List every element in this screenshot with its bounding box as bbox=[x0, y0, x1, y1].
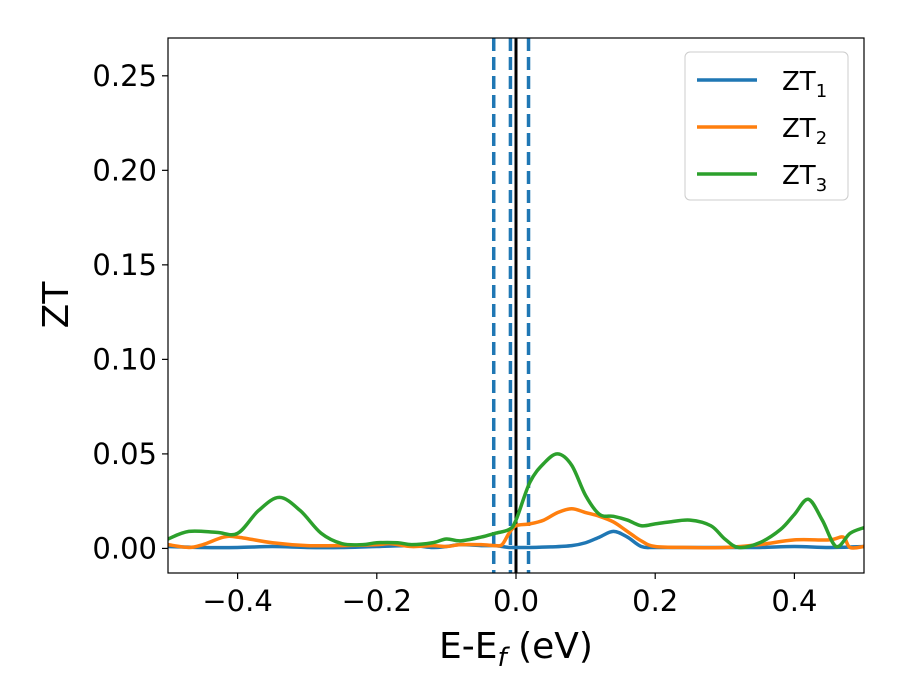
x-tick-label: 0.0 bbox=[493, 584, 539, 618]
x-axis-label: E-Ef (eV) bbox=[439, 626, 593, 673]
legend-label-zt3: ZT3 bbox=[782, 161, 827, 196]
legend-label-zt2: ZT2 bbox=[782, 114, 827, 149]
legend: ZT1 ZT2 ZT3 bbox=[684, 51, 849, 201]
x-axis-label-unit: (eV) bbox=[507, 626, 593, 667]
data-series bbox=[168, 452, 864, 550]
plot-area bbox=[167, 37, 865, 574]
x-tick-label: −0.4 bbox=[202, 584, 272, 618]
x-axis-ticks: −0.4 −0.2 0.0 0.2 0.4 bbox=[202, 573, 817, 618]
y-axis-label: ZT bbox=[36, 281, 77, 329]
y-tick-label: 0.05 bbox=[92, 437, 157, 471]
x-axis-label-main: E-E bbox=[439, 626, 497, 667]
y-tick-label: 0.25 bbox=[92, 59, 157, 93]
y-tick-label: 0.10 bbox=[92, 342, 157, 376]
x-tick-label: 0.4 bbox=[771, 584, 817, 618]
x-tick-label: −0.2 bbox=[342, 584, 412, 618]
legend-frame bbox=[684, 51, 849, 201]
series-line-zt2 bbox=[168, 506, 864, 550]
y-tick-label: 0.00 bbox=[92, 531, 157, 565]
y-tick-label: 0.20 bbox=[92, 153, 157, 187]
y-tick-label: 0.15 bbox=[92, 248, 157, 282]
legend-label-zt1: ZT1 bbox=[782, 67, 827, 102]
legend-items: ZT1 ZT2 ZT3 bbox=[697, 67, 827, 196]
series-line-zt3 bbox=[168, 452, 864, 550]
y-axis-ticks: 0.00 0.05 0.10 0.15 0.20 0.25 bbox=[92, 59, 168, 565]
x-tick-label: 0.2 bbox=[632, 584, 678, 618]
fermi-level-lines bbox=[491, 38, 531, 573]
